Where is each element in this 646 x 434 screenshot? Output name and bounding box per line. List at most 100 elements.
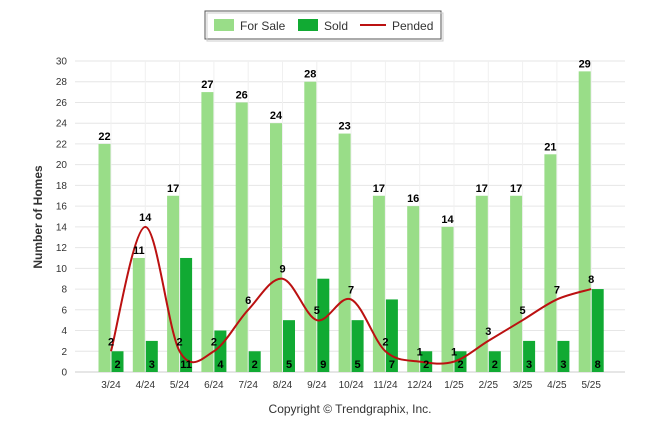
bar-for-sale — [475, 195, 488, 372]
label-sold: 2 — [457, 359, 463, 371]
label-pended: 5 — [520, 305, 526, 317]
label-sold: 2 — [114, 359, 120, 371]
bar-sold — [248, 351, 261, 372]
bar-for-sale — [132, 257, 145, 372]
x-tick-label: 7/24 — [238, 380, 258, 391]
label-for-sale: 24 — [270, 110, 283, 122]
x-tick-label: 12/24 — [407, 380, 432, 391]
label-sold: 7 — [389, 359, 395, 371]
bar-sold — [180, 257, 193, 372]
y-tick-label: 16 — [56, 202, 68, 213]
label-sold: 4 — [217, 359, 224, 371]
x-tick-label: 9/24 — [307, 380, 327, 391]
bar-sold — [317, 278, 330, 372]
bar-sold — [111, 351, 124, 372]
legend-swatch-sold — [298, 19, 318, 31]
x-tick-label: 4/25 — [547, 380, 567, 391]
y-tick-label: 28 — [56, 77, 68, 88]
label-sold: 2 — [423, 359, 429, 371]
x-tick-label: 8/24 — [273, 380, 293, 391]
y-tick-label: 0 — [61, 368, 67, 379]
label-pended: 3 — [485, 326, 491, 338]
label-pended: 6 — [245, 295, 251, 307]
x-tick-label: 3/24 — [101, 380, 121, 391]
label-for-sale: 28 — [304, 69, 316, 81]
bar-for-sale — [98, 143, 111, 372]
legend-swatch-for-sale — [214, 19, 234, 31]
x-tick-label: 4/24 — [136, 380, 156, 391]
label-pended: 8 — [588, 274, 594, 286]
label-pended: 2 — [177, 336, 183, 348]
legend: For Sale Sold Pended — [204, 10, 444, 42]
copyright-text: Copyright © Trendgraphix, Inc. — [269, 402, 432, 416]
bar-for-sale — [201, 92, 214, 372]
legend-label-for-sale: For Sale — [240, 19, 286, 33]
label-for-sale: 17 — [167, 183, 179, 195]
bar-sold — [351, 320, 364, 372]
label-for-sale: 22 — [98, 131, 110, 143]
label-sold: 2 — [252, 359, 258, 371]
label-sold: 3 — [149, 359, 155, 371]
legend-box — [204, 10, 442, 40]
y-tick-label: 24 — [56, 119, 68, 130]
y-tick-label: 22 — [56, 139, 68, 150]
x-tick-label: 5/24 — [170, 380, 190, 391]
label-for-sale: 11 — [133, 245, 145, 257]
label-for-sale: 21 — [544, 141, 556, 153]
x-tick-label: 1/25 — [444, 380, 464, 391]
y-tick-label: 26 — [56, 98, 68, 109]
label-for-sale: 17 — [373, 183, 385, 195]
label-pended: 7 — [348, 284, 354, 296]
x-tick-label: 5/25 — [581, 380, 601, 391]
legend-label-pended: Pended — [392, 19, 433, 33]
bar-for-sale — [578, 71, 591, 372]
label-for-sale: 27 — [201, 79, 213, 91]
label-pended: 2 — [108, 336, 114, 348]
y-tick-label: 12 — [56, 243, 68, 254]
label-sold: 3 — [526, 359, 532, 371]
label-pended: 14 — [139, 212, 152, 224]
pended-line-layer — [110, 225, 592, 365]
label-for-sale: 17 — [510, 183, 522, 195]
bar-for-sale — [372, 195, 385, 372]
bar-for-sale — [441, 226, 454, 372]
y-axis-title: Number of Homes — [31, 165, 45, 269]
y-tick-label: 6 — [61, 305, 67, 316]
label-sold: 8 — [595, 359, 601, 371]
label-sold: 11 — [180, 359, 192, 371]
label-pended: 1 — [417, 347, 423, 359]
y-tick-label: 10 — [56, 264, 68, 275]
bar-sold — [523, 340, 536, 372]
label-for-sale: 14 — [441, 214, 454, 226]
label-for-sale: 26 — [236, 89, 248, 101]
label-for-sale: 29 — [579, 58, 591, 70]
label-for-sale: 16 — [407, 193, 419, 205]
bar-for-sale — [544, 154, 557, 372]
legend-shadow — [206, 12, 444, 42]
label-pended: 2 — [382, 336, 388, 348]
bar-for-sale — [338, 133, 351, 372]
y-tick-label: 18 — [56, 181, 68, 192]
y-tick-label: 4 — [61, 326, 67, 337]
label-sold: 2 — [492, 359, 498, 371]
x-tick-label: 6/24 — [204, 380, 224, 391]
label-pended: 5 — [314, 305, 320, 317]
label-sold: 3 — [560, 359, 566, 371]
label-pended: 9 — [279, 264, 285, 276]
label-pended: 1 — [451, 347, 457, 359]
pended-line — [110, 225, 592, 365]
bar-sold — [145, 340, 158, 372]
bar-sold — [283, 320, 295, 372]
y-tick-label: 8 — [61, 285, 67, 296]
bar-sold — [557, 340, 570, 372]
bar-for-sale — [304, 81, 317, 372]
label-pended: 2 — [211, 336, 217, 348]
label-sold: 5 — [355, 359, 361, 371]
x-tick-label: 11/24 — [373, 380, 398, 391]
bar-for-sale — [407, 206, 420, 372]
label-for-sale: 23 — [338, 121, 350, 133]
